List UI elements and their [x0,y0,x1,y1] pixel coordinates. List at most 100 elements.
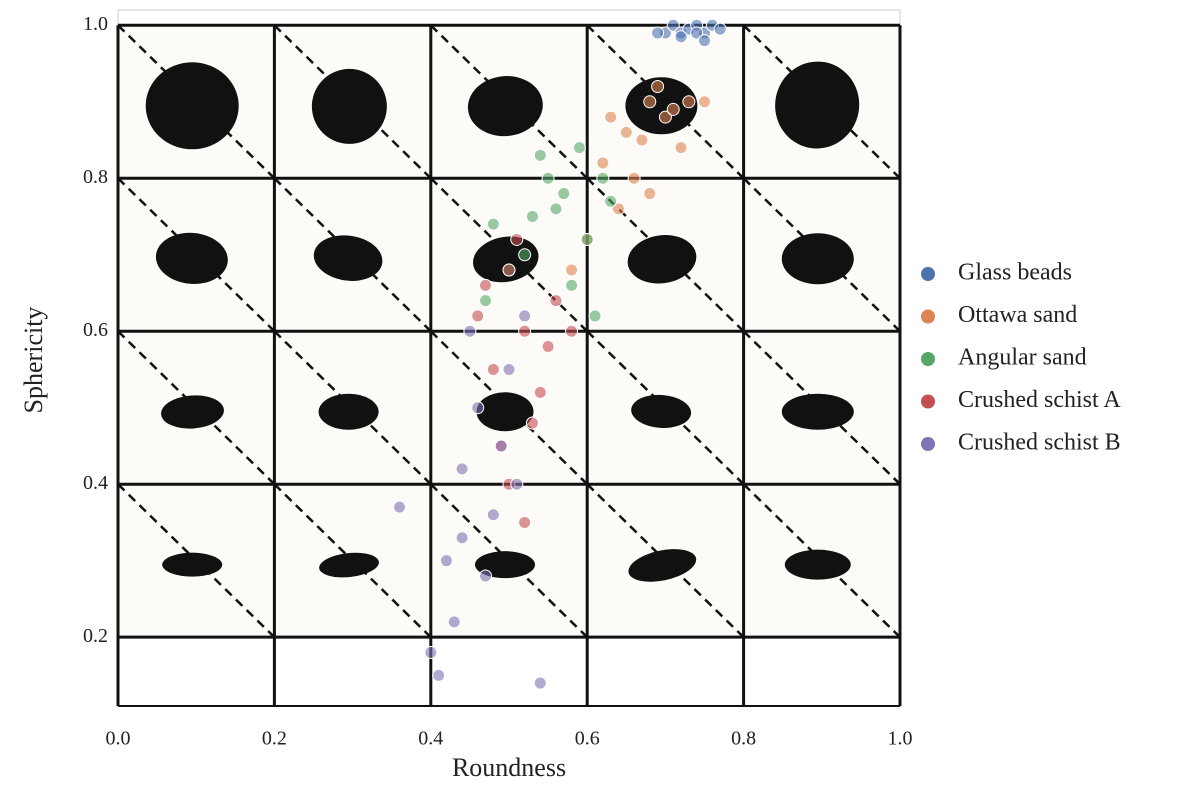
data-point [494,439,508,453]
legend-label: Ottawa sand [958,302,1077,328]
data-point [698,95,711,109]
data-point [674,141,688,155]
legend-marker [921,394,935,409]
data-point [580,232,594,246]
data-point [502,263,516,277]
diagonal-guide [273,177,432,333]
data-point [549,294,563,308]
x-tick-label: 0.4 [418,728,443,750]
data-point [611,202,625,216]
particle-image [627,235,697,284]
x-tick-label: 0.6 [575,728,600,750]
diagonal-guide [742,483,901,639]
legend-label: Glass beads [958,260,1072,286]
data-point [643,95,657,109]
data-point [479,569,493,583]
y-tick-label: 0.6 [83,319,108,341]
data-point [525,210,539,224]
diagonal-guide [117,330,276,486]
data-point [533,385,547,399]
diagonal-guide [117,483,276,639]
y-tick-label: 0.4 [83,472,108,494]
data-point [486,362,500,376]
data-point [463,324,477,338]
data-point [533,148,547,162]
diagonal-guide [429,24,589,180]
data-point [541,171,555,185]
diagonal-guide [742,24,901,180]
data-point [666,18,680,32]
data-point [518,515,532,529]
data-point [518,324,532,338]
diagonal-guide [117,177,276,333]
diagonal-guide [273,483,432,639]
data-point [565,278,579,292]
y-tick-label: 1.0 [83,13,108,35]
data-point [713,22,727,36]
data-point [447,615,461,629]
data-point [549,202,563,216]
diagonal-guide [429,483,589,639]
diagonal-guide [742,330,901,486]
data-point [565,263,579,277]
diagonal-guide [429,330,589,486]
legend-marker [921,352,935,366]
x-tick-label: 1.0 [888,728,913,750]
particle-image [311,68,387,144]
legend-marker [921,309,935,324]
data-point [525,416,539,430]
particle-image [467,76,543,137]
data-point [690,26,704,40]
particle-image [473,236,539,283]
data-point [518,309,532,323]
data-point [424,645,438,659]
data-point [518,248,532,262]
data-point [510,477,524,491]
data-point [479,278,493,292]
particle-image [145,62,239,150]
data-point [596,171,610,185]
particle-image [781,393,854,430]
data-point [619,125,633,139]
particle-image [781,233,854,285]
data-point [486,217,500,231]
data-point [698,34,711,48]
data-point [604,110,618,124]
diagonal-guide [586,483,745,639]
data-point [502,362,516,376]
data-point [541,340,555,354]
data-point [393,500,407,514]
diagonal-guide [273,24,432,180]
data-point [486,508,500,522]
diagonal-guide [586,330,745,486]
particle-image [162,552,223,577]
data-point [432,668,446,682]
y-tick-label: 0.8 [83,166,108,188]
data-point [565,324,579,338]
x-axis-label: Roundness [452,753,566,782]
particle-image [313,235,383,281]
data-point [596,156,610,170]
data-point [604,194,618,208]
data-point [455,531,469,545]
x-tick-label: 0.2 [262,728,287,750]
x-tick-label: 0.8 [731,728,756,750]
data-point [572,141,586,155]
data-point [627,171,641,185]
legend-marker [921,267,935,281]
diagonal-guide [586,24,745,180]
legend-label: Angular sand [958,345,1087,371]
data-point [588,309,602,323]
data-point [479,294,493,308]
data-point [651,26,665,40]
diagonal-guide [273,330,432,486]
particle-image [775,61,860,149]
data-point [666,102,680,116]
y-tick-label: 0.2 [83,625,108,647]
particle-image [155,232,228,284]
data-point [651,79,665,93]
data-point [455,462,469,476]
data-point [643,187,657,201]
legend-label: Crushed schist B [958,430,1121,456]
